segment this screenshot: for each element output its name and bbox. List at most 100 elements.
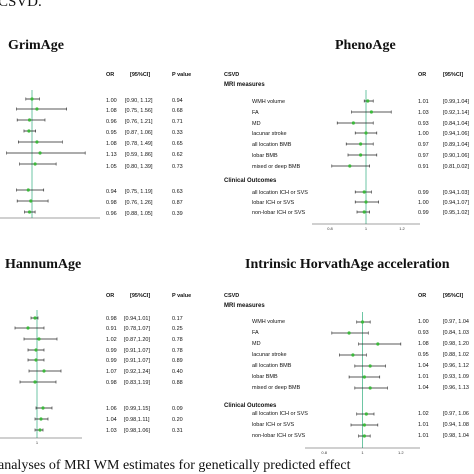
row-ci: [0.87,1.20] — [124, 337, 150, 343]
or-point — [26, 188, 30, 192]
row-pvalue: 0.33 — [172, 130, 183, 136]
section-clinical-outcomes: Clinical Outcomes — [224, 403, 277, 409]
or-point — [33, 162, 37, 166]
x-tick-label: 1 — [36, 440, 39, 445]
row-or: 1.05 — [106, 164, 117, 170]
x-tick-label: 1 — [361, 450, 364, 455]
row-pvalue: 0.40 — [172, 369, 183, 375]
or-point — [38, 151, 42, 155]
header-or: OR — [418, 293, 427, 299]
row-or: 0.99 — [418, 210, 429, 216]
row-or: 0.91 — [106, 326, 117, 332]
panel-title-grimage: GrimAge — [8, 38, 64, 53]
row-ci: [0.90,1.06] — [443, 153, 469, 159]
row-ci: [0.88, 1.05] — [125, 211, 153, 217]
row-pvalue: 0.25 — [172, 326, 183, 332]
forest-plot-grimage — [0, 90, 100, 219]
row-pvalue: 0.94 — [172, 98, 183, 104]
section-clinical-outcomes: Clinical Outcomes — [224, 178, 277, 184]
or-point — [364, 200, 368, 204]
or-point — [366, 99, 370, 103]
row-ci: [0.94,1.06] — [443, 131, 469, 137]
or-point — [368, 364, 372, 368]
row-or: 1.04 — [418, 385, 429, 391]
row-pvalue: 0.68 — [172, 108, 183, 114]
row-or: 0.99 — [418, 190, 429, 196]
row-ci: [0.94,1.01] — [124, 316, 150, 322]
row-label: mixed or deep BMB — [252, 385, 301, 391]
row-ci: [0.98, 1.20 — [443, 341, 469, 347]
or-point — [362, 210, 366, 214]
row-ci: [0.78,1.07] — [124, 326, 150, 332]
header-pvalue: P value — [172, 293, 192, 299]
row-ci: [0.83,1.19] — [124, 380, 150, 386]
x-tick-label: 1.2 — [398, 450, 404, 455]
row-or: 0.98 — [106, 380, 117, 386]
row-pvalue: 0.65 — [172, 141, 183, 147]
or-point — [27, 118, 32, 122]
or-point — [41, 406, 45, 410]
row-or: 0.93 — [418, 330, 429, 336]
row-pvalue: 0.31 — [172, 428, 183, 434]
row-ci: [0.91,1.07] — [124, 358, 150, 364]
row-ci: [0.84,1.04] — [443, 121, 469, 127]
row-ci: [0.98,1.11] — [124, 417, 150, 423]
x-tick-label: 0.8 — [327, 226, 333, 231]
or-point — [35, 107, 39, 111]
row-or: 1.08 — [418, 341, 429, 347]
row-or: 0.94 — [106, 189, 117, 195]
row-pvalue: 0.71 — [172, 119, 183, 125]
row-ci: [0.76, 1.26] — [125, 200, 153, 206]
caption-bottom: analyses of MRI WM estimates for genetic… — [0, 458, 351, 473]
row-ci: [0.91,1.07] — [124, 348, 150, 354]
row-label: all location BMB — [252, 142, 292, 148]
row-or: 1.08 — [106, 141, 117, 147]
row-or: 1.01 — [418, 422, 429, 428]
header-ci: [95%CI] — [443, 293, 464, 299]
row-ci: [0.81,0.02] — [443, 164, 469, 170]
row-or: 1.00 — [106, 98, 117, 104]
or-point — [364, 131, 368, 135]
or-point — [362, 190, 366, 194]
row-ci: [0.76, 1.21] — [125, 119, 153, 125]
row-pvalue: 0.89 — [172, 358, 183, 364]
row-label: lobar ICH or SVS — [252, 422, 295, 428]
or-point — [348, 164, 352, 168]
or-point — [347, 331, 351, 335]
or-point — [37, 337, 41, 341]
or-point — [29, 199, 33, 203]
row-label: lobar BMB — [252, 374, 278, 380]
row-ci: [0.94,1.03] — [443, 190, 469, 196]
row-ci: [0.92,1.24] — [124, 369, 150, 375]
header-or: OR — [106, 72, 115, 78]
row-pvalue: 0.73 — [172, 164, 183, 170]
row-label: non-lobar ICH or SVS — [252, 433, 306, 439]
row-pvalue: 0.78 — [172, 337, 183, 343]
row-or: 0.99 — [106, 358, 117, 364]
row-or: 1.01 — [418, 99, 429, 105]
row-ci: [0.92,1.14] — [443, 110, 469, 116]
or-point — [351, 353, 355, 357]
row-or: 0.96 — [106, 211, 117, 217]
or-point — [364, 412, 368, 416]
row-or: 0.99 — [106, 348, 117, 354]
row-or: 0.93 — [418, 121, 429, 127]
section-mri-measures: MRI measures — [224, 303, 265, 309]
row-or: 1.00 — [418, 200, 429, 206]
or-point — [27, 129, 31, 133]
or-point — [368, 386, 372, 390]
panel-title-phenoage: PhenoAge — [335, 38, 396, 53]
row-or: 1.13 — [106, 152, 117, 158]
row-ci: [0.94, 1.08 — [443, 422, 469, 428]
or-point — [33, 380, 37, 384]
row-pvalue: 0.62 — [172, 152, 183, 158]
or-point — [42, 369, 46, 373]
x-tick-label: 1.2 — [399, 226, 405, 231]
or-point — [33, 316, 37, 320]
row-pvalue: 0.20 — [172, 417, 183, 423]
row-pvalue: 0.39 — [172, 211, 183, 217]
row-label: mixed or deep BMB — [252, 164, 301, 170]
row-ci: [0.97, 1.06 — [443, 411, 469, 417]
row-label: FA — [252, 330, 259, 336]
or-point — [38, 428, 42, 432]
